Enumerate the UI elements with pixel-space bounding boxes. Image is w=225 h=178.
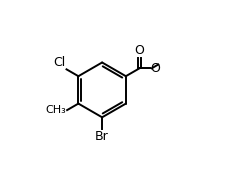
Text: O: O [149,62,159,75]
Text: Br: Br [95,130,108,143]
Text: Cl: Cl [53,56,65,69]
Text: CH₃: CH₃ [45,105,66,115]
Text: O: O [134,44,144,57]
